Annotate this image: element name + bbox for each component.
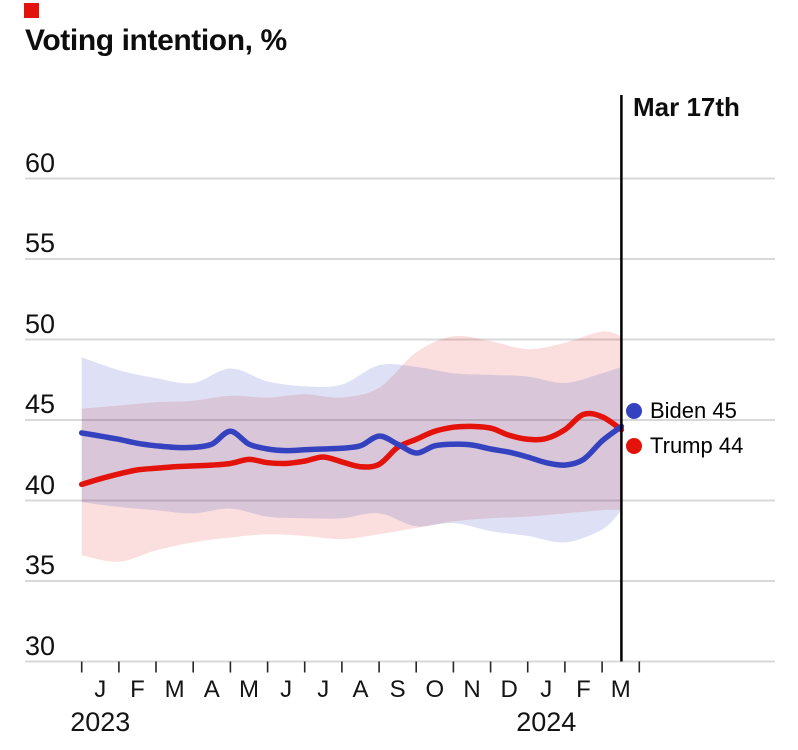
legend-item-biden: Biden 45 [626,398,737,424]
x-axis-month-label: A [352,676,369,703]
biden-dot-icon [626,403,642,419]
trump-dot-icon [626,438,642,454]
y-axis-label-50: 50 [25,308,56,339]
y-axis-label-30: 30 [25,630,56,661]
legend-item-trump: Trump 44 [626,433,743,459]
x-axis-month-label: O [425,676,445,703]
legend-label-trump: Trump 44 [650,433,744,458]
x-axis-month-label: J [280,676,293,703]
x-axis-month-label: A [203,676,220,703]
legend-label-biden: Biden 45 [650,398,737,423]
y-axis-label-35: 35 [25,550,56,580]
x-axis-month-label: J [317,676,330,703]
annotation-date-label: Mar 17th [633,92,740,122]
y-axis-label-55: 55 [25,228,56,258]
biden-line [78,423,625,468]
page-title: Voting intention, % [25,24,287,57]
x-axis-month-label: J [94,676,107,703]
x-axis-month-label: N [463,676,481,703]
x-axis-month-label: F [130,676,145,703]
x-axis-month-label: M [164,676,185,703]
y-axis-label-40: 40 [25,469,56,500]
y-axis-label-45: 45 [25,389,56,419]
x-axis-month-label: D [500,676,518,703]
x-axis-month-label: J [540,676,553,703]
x-axis-month-label: S [389,676,406,703]
x-axis-month-label: M [239,676,259,703]
trump-line [78,410,625,488]
y-axis-label-60: 60 [25,147,56,178]
year-label-2023: 2023 [70,707,131,737]
x-axis-month-label: F [576,676,591,703]
year-label-2024: 2024 [516,707,577,737]
x-axis-month-label: M [610,676,631,703]
brand-red-square [24,3,39,18]
